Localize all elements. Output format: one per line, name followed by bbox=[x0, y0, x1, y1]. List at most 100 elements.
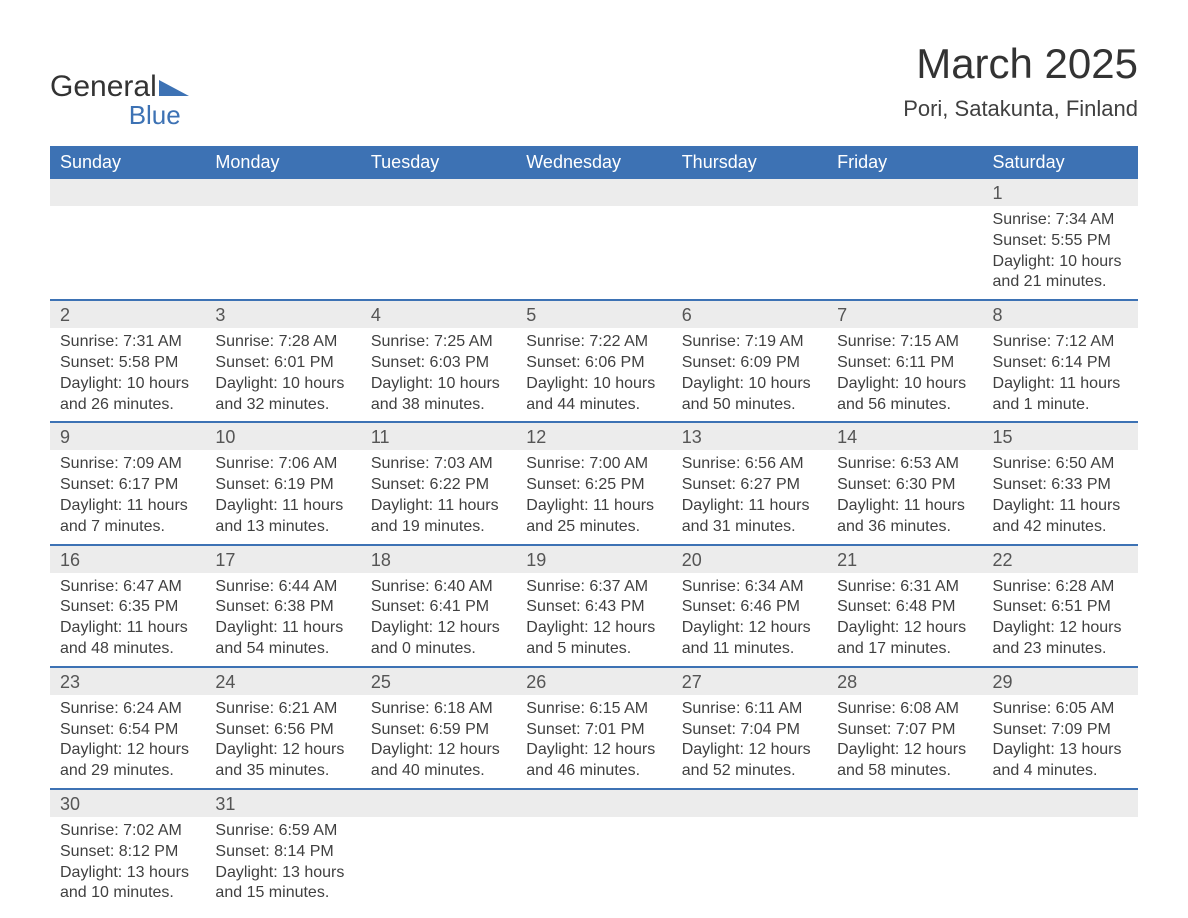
logo: General Blue bbox=[50, 72, 189, 128]
sunrise-text: Sunrise: 6:44 AM bbox=[215, 577, 350, 598]
day-number-cell bbox=[516, 789, 671, 817]
daylight-text: Daylight: 12 hours bbox=[371, 740, 506, 761]
day-header: Sunday bbox=[50, 146, 205, 179]
day-detail-cell: Sunrise: 6:21 AMSunset: 6:56 PMDaylight:… bbox=[205, 695, 360, 789]
day-number-cell: 22 bbox=[983, 545, 1138, 573]
daylight-text: Daylight: 12 hours bbox=[837, 618, 972, 639]
day-number-cell: 31 bbox=[205, 789, 360, 817]
daylight-text: Daylight: 11 hours bbox=[993, 374, 1128, 395]
day-number-row: 2345678 bbox=[50, 300, 1138, 328]
sunset-text: Sunset: 7:01 PM bbox=[526, 720, 661, 741]
sunset-text: Sunset: 6:06 PM bbox=[526, 353, 661, 374]
daylight-text: and 35 minutes. bbox=[215, 761, 350, 782]
sunrise-text: Sunrise: 7:22 AM bbox=[526, 332, 661, 353]
sunrise-text: Sunrise: 7:25 AM bbox=[371, 332, 506, 353]
sunset-text: Sunset: 6:56 PM bbox=[215, 720, 350, 741]
sunrise-text: Sunrise: 6:24 AM bbox=[60, 699, 195, 720]
title-block: March 2025 Pori, Satakunta, Finland bbox=[903, 40, 1138, 122]
day-number-row: 9101112131415 bbox=[50, 422, 1138, 450]
daylight-text: Daylight: 10 hours bbox=[837, 374, 972, 395]
daylight-text: Daylight: 12 hours bbox=[371, 618, 506, 639]
day-detail-cell: Sunrise: 7:28 AMSunset: 6:01 PMDaylight:… bbox=[205, 328, 360, 422]
day-detail-row: Sunrise: 6:24 AMSunset: 6:54 PM Daylight:… bbox=[50, 695, 1138, 789]
sunset-text: Sunset: 6:14 PM bbox=[993, 353, 1128, 374]
day-detail-cell: Sunrise: 6:50 AMSunset: 6:33 PMDaylight:… bbox=[983, 450, 1138, 544]
sunset-text: Sunset: 6:46 PM bbox=[682, 597, 817, 618]
sunrise-text: Sunrise: 6:11 AM bbox=[682, 699, 817, 720]
day-detail-row: Sunrise: 7:02 AMSunset: 8:12 PMDaylight:… bbox=[50, 817, 1138, 910]
daylight-text: and 17 minutes. bbox=[837, 639, 972, 660]
day-number-cell bbox=[205, 179, 360, 206]
day-detail-cell bbox=[983, 817, 1138, 910]
day-number-cell: 5 bbox=[516, 300, 671, 328]
sunrise-text: Sunrise: 6:59 AM bbox=[215, 821, 350, 842]
logo-flag-icon bbox=[159, 72, 189, 102]
daylight-text: Daylight: 10 hours bbox=[371, 374, 506, 395]
sunset-text: Sunset: 6:38 PM bbox=[215, 597, 350, 618]
daylight-text: and 11 minutes. bbox=[682, 639, 817, 660]
sunrise-text: Sunrise: 6:28 AM bbox=[993, 577, 1128, 598]
logo-text: General Blue bbox=[50, 72, 189, 128]
daylight-text: Daylight: 11 hours bbox=[215, 496, 350, 517]
logo-word1: General bbox=[50, 70, 157, 103]
sunrise-text: Sunrise: 6:08 AM bbox=[837, 699, 972, 720]
day-detail-cell: Sunrise: 6:28 AMSunset: 6:51 PMDaylight:… bbox=[983, 573, 1138, 667]
day-number-cell: 8 bbox=[983, 300, 1138, 328]
day-number-cell: 3 bbox=[205, 300, 360, 328]
day-detail-cell: Sunrise: 6:47 AMSunset: 6:35 PMDaylight:… bbox=[50, 573, 205, 667]
logo-word2: Blue bbox=[50, 102, 181, 128]
sunrise-text: Sunrise: 6:15 AM bbox=[526, 699, 661, 720]
day-detail-cell: Sunrise: 6:40 AMSunset: 6:41 PMDaylight:… bbox=[361, 573, 516, 667]
day-detail-cell bbox=[361, 206, 516, 300]
day-number-cell bbox=[672, 179, 827, 206]
sunrise-text: Sunrise: 7:03 AM bbox=[371, 454, 506, 475]
day-number-row: 3031 bbox=[50, 789, 1138, 817]
sunset-text: Sunset: 6:59 PM bbox=[371, 720, 506, 741]
sunset-text: Sunset: 8:14 PM bbox=[215, 842, 350, 863]
day-detail-cell: Sunrise: 6:15 AMSunset: 7:01 PMDaylight:… bbox=[516, 695, 671, 789]
daylight-text: Daylight: 13 hours bbox=[60, 863, 195, 884]
sunrise-text: Sunrise: 7:15 AM bbox=[837, 332, 972, 353]
sunset-text: Sunset: 6:54 PM bbox=[60, 720, 195, 741]
day-detail-row: Sunrise: 7:34 AMSunset: 5:55 PMDaylight:… bbox=[50, 206, 1138, 300]
daylight-text: Daylight: 11 hours bbox=[215, 618, 350, 639]
daylight-text: Daylight: 13 hours bbox=[215, 863, 350, 884]
sunrise-text: Sunrise: 6:53 AM bbox=[837, 454, 972, 475]
day-detail-cell bbox=[827, 206, 982, 300]
day-detail-cell bbox=[205, 206, 360, 300]
day-number-cell bbox=[361, 789, 516, 817]
day-detail-cell: Sunrise: 7:25 AMSunset: 6:03 PMDaylight:… bbox=[361, 328, 516, 422]
day-number-cell: 15 bbox=[983, 422, 1138, 450]
day-number-cell: 9 bbox=[50, 422, 205, 450]
day-number-cell: 21 bbox=[827, 545, 982, 573]
daylight-text: and 23 minutes. bbox=[993, 639, 1128, 660]
sunrise-text: Sunrise: 7:19 AM bbox=[682, 332, 817, 353]
sunset-text: Sunset: 5:55 PM bbox=[993, 231, 1128, 252]
day-number-cell: 17 bbox=[205, 545, 360, 573]
sunrise-text: Sunrise: 6:31 AM bbox=[837, 577, 972, 598]
sunset-text: Sunset: 6:19 PM bbox=[215, 475, 350, 496]
day-header: Tuesday bbox=[361, 146, 516, 179]
day-number-cell: 12 bbox=[516, 422, 671, 450]
day-detail-cell: Sunrise: 7:19 AMSunset: 6:09 PMDaylight:… bbox=[672, 328, 827, 422]
day-number-cell: 18 bbox=[361, 545, 516, 573]
day-detail-cell: Sunrise: 6:11 AMSunset: 7:04 PMDaylight:… bbox=[672, 695, 827, 789]
day-number-cell bbox=[983, 789, 1138, 817]
day-detail-cell: Sunrise: 6:05 AMSunset: 7:09 PMDaylight:… bbox=[983, 695, 1138, 789]
day-number-cell bbox=[516, 179, 671, 206]
daylight-text: and 46 minutes. bbox=[526, 761, 661, 782]
sunset-text: Sunset: 6:09 PM bbox=[682, 353, 817, 374]
sunset-text: Sunset: 7:09 PM bbox=[993, 720, 1128, 741]
daylight-text: and 5 minutes. bbox=[526, 639, 661, 660]
day-detail-cell: Sunrise: 7:12 AMSunset: 6:14 PMDaylight:… bbox=[983, 328, 1138, 422]
daylight-text: and 50 minutes. bbox=[682, 395, 817, 416]
daylight-text: Daylight: 12 hours bbox=[682, 618, 817, 639]
day-detail-cell: Sunrise: 7:22 AMSunset: 6:06 PMDaylight:… bbox=[516, 328, 671, 422]
header: General Blue March 2025 Pori, Satakunta,… bbox=[50, 40, 1138, 128]
sunrise-text: Sunrise: 6:05 AM bbox=[993, 699, 1128, 720]
sunrise-text: Sunrise: 6:47 AM bbox=[60, 577, 195, 598]
day-detail-cell bbox=[672, 817, 827, 910]
sunset-text: Sunset: 6:11 PM bbox=[837, 353, 972, 374]
daylight-text: and 52 minutes. bbox=[682, 761, 817, 782]
daylight-text: and 48 minutes. bbox=[60, 639, 195, 660]
